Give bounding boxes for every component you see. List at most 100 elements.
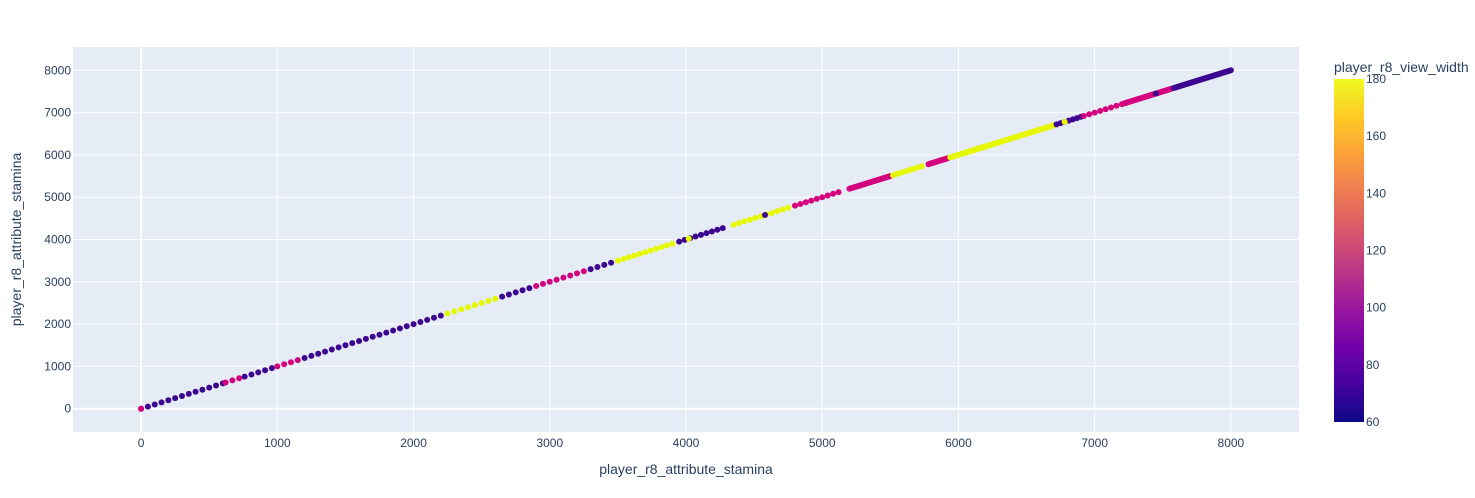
data-point bbox=[1097, 107, 1104, 114]
colorbar-title: player_r8_view_width bbox=[1334, 59, 1469, 75]
data-point bbox=[322, 348, 329, 355]
data-point bbox=[268, 365, 275, 372]
data-point bbox=[485, 297, 492, 304]
data-point bbox=[830, 190, 837, 197]
data-point bbox=[335, 344, 342, 351]
y-tick-label: 7000 bbox=[44, 106, 71, 120]
y-tick-label: 1000 bbox=[44, 359, 71, 373]
data-point bbox=[458, 306, 465, 313]
data-point bbox=[539, 280, 546, 287]
colorbar-tick-label: 60 bbox=[1366, 415, 1380, 429]
data-point bbox=[608, 259, 615, 266]
data-point bbox=[396, 325, 403, 332]
data-point bbox=[465, 304, 472, 311]
data-point bbox=[151, 401, 158, 408]
data-point bbox=[505, 291, 512, 298]
data-point bbox=[294, 357, 301, 364]
y-tick-label: 8000 bbox=[44, 63, 71, 77]
data-point bbox=[192, 388, 199, 395]
data-point bbox=[553, 276, 560, 283]
data-point bbox=[526, 285, 533, 292]
data-point bbox=[1091, 109, 1098, 116]
x-axis-title: player_r8_attribute_stamina bbox=[599, 461, 773, 477]
data-point bbox=[236, 375, 243, 382]
x-tick-label: 7000 bbox=[1081, 436, 1108, 450]
data-point bbox=[1152, 90, 1159, 97]
data-point bbox=[625, 254, 632, 261]
data-point bbox=[594, 264, 601, 270]
data-point bbox=[437, 312, 444, 319]
colorbar-tick-label: 100 bbox=[1366, 301, 1386, 315]
data-point bbox=[736, 220, 743, 226]
colorbar-tick-label: 160 bbox=[1366, 129, 1386, 143]
data-point bbox=[567, 272, 574, 279]
x-tick-label: 5000 bbox=[809, 436, 836, 450]
data-point bbox=[241, 373, 248, 380]
data-point bbox=[328, 346, 335, 353]
data-point bbox=[653, 245, 660, 252]
data-point bbox=[274, 363, 281, 370]
data-point bbox=[714, 226, 721, 233]
data-point bbox=[262, 367, 269, 374]
data-point bbox=[376, 331, 383, 338]
y-axis-ticks: 0 1000 2000 3000 4000 5000 6000 7000 8000 bbox=[44, 63, 71, 415]
data-point bbox=[1061, 118, 1068, 125]
data-point bbox=[248, 371, 255, 378]
data-point bbox=[158, 399, 165, 406]
data-point bbox=[631, 252, 638, 259]
colorbar-ticks: 60 80 100 120 140 160 180 bbox=[1366, 72, 1386, 429]
x-tick-label: 6000 bbox=[945, 436, 972, 450]
y-axis-title: player_r8_attribute_stamina bbox=[8, 153, 24, 327]
data-point bbox=[669, 240, 676, 247]
data-point bbox=[213, 382, 220, 389]
data-point bbox=[835, 189, 842, 196]
data-point bbox=[642, 249, 649, 256]
data-point bbox=[349, 340, 356, 347]
data-point bbox=[178, 393, 185, 400]
data-point bbox=[601, 261, 608, 268]
data-point bbox=[719, 225, 726, 232]
data-point bbox=[685, 235, 692, 242]
data-point bbox=[287, 359, 294, 366]
data-point bbox=[692, 233, 699, 240]
data-point bbox=[1108, 104, 1115, 111]
x-tick-label: 1000 bbox=[264, 436, 291, 450]
data-point bbox=[499, 293, 506, 300]
data-point bbox=[390, 327, 397, 334]
x-tick-label: 4000 bbox=[673, 436, 700, 450]
data-point bbox=[768, 209, 775, 216]
data-point bbox=[172, 395, 179, 402]
colorbar bbox=[1334, 79, 1364, 422]
data-point bbox=[703, 230, 710, 237]
x-tick-label: 2000 bbox=[400, 436, 427, 450]
data-point bbox=[762, 211, 769, 218]
data-point bbox=[808, 197, 815, 204]
data-point bbox=[1113, 102, 1120, 109]
data-point bbox=[741, 218, 748, 225]
data-point bbox=[362, 335, 369, 342]
data-point bbox=[444, 310, 451, 317]
data-point bbox=[1102, 106, 1109, 113]
data-point bbox=[229, 377, 236, 384]
y-tick-label: 3000 bbox=[44, 275, 71, 289]
data-point bbox=[255, 369, 262, 376]
data-point bbox=[560, 274, 567, 281]
data-point bbox=[301, 354, 308, 361]
data-point bbox=[308, 352, 315, 359]
data-point bbox=[574, 270, 581, 277]
data-point bbox=[410, 321, 417, 328]
data-point bbox=[708, 228, 715, 235]
data-point bbox=[587, 266, 594, 273]
data-point bbox=[478, 299, 485, 306]
data-point bbox=[918, 163, 925, 170]
data-point bbox=[802, 199, 809, 206]
data-point bbox=[1080, 112, 1087, 119]
data-point bbox=[779, 206, 786, 213]
y-tick-label: 2000 bbox=[44, 317, 71, 331]
data-point bbox=[785, 204, 792, 211]
data-point bbox=[813, 195, 820, 202]
y-tick-label: 4000 bbox=[44, 233, 71, 247]
data-point bbox=[492, 295, 499, 302]
data-point bbox=[471, 302, 478, 309]
